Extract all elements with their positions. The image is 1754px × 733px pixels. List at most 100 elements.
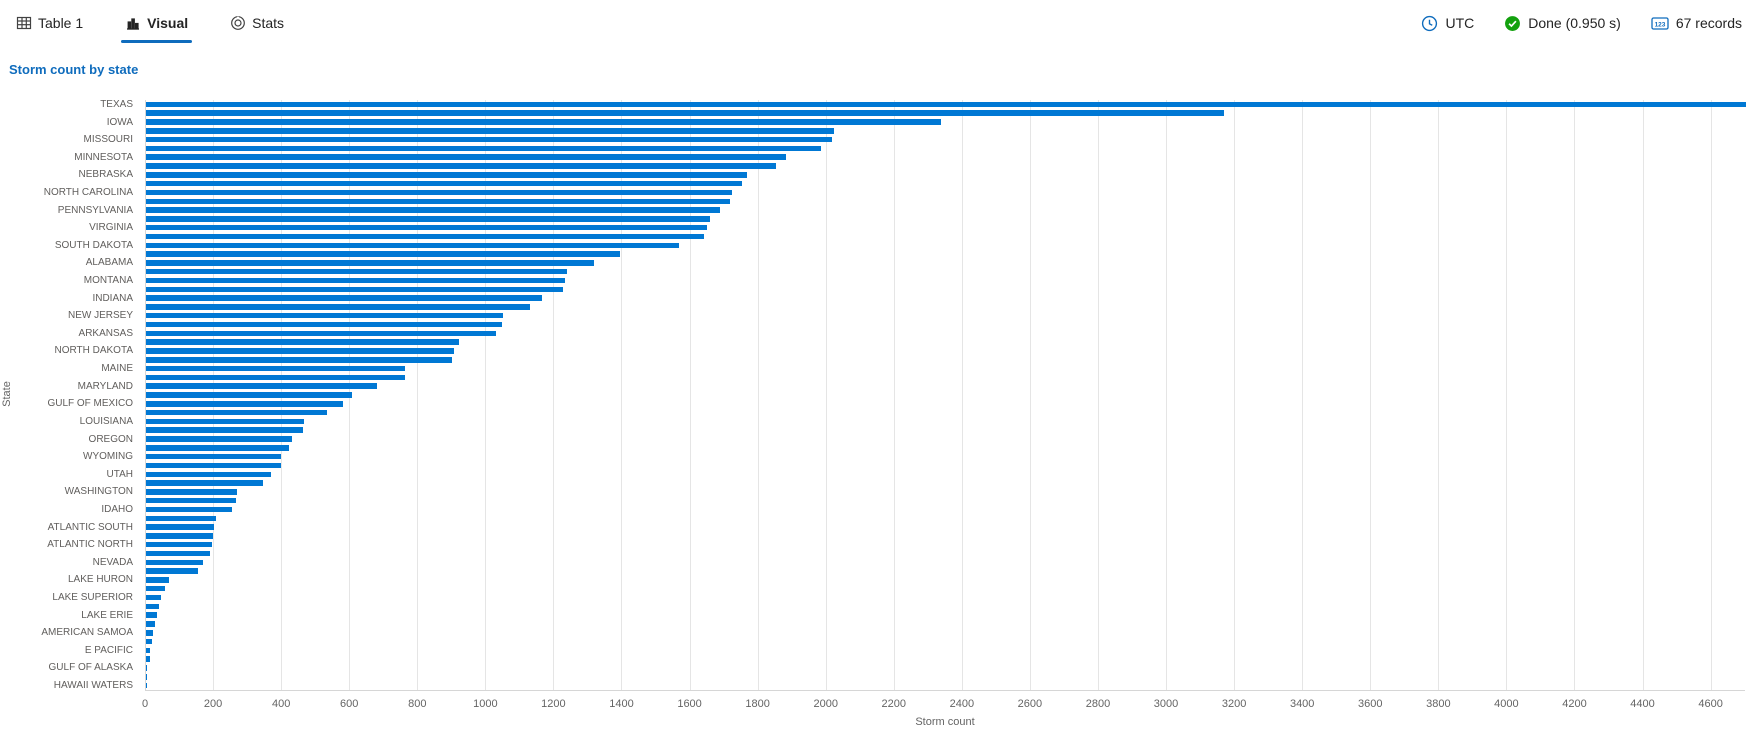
x-axis-ticks: 0 200 400 600 800 1000 1200 1400 1600 1800 2000 220…	[142, 698, 1745, 712]
y-axis-label: MONTANA	[83, 275, 133, 287]
x-tick-label: 3400	[1289, 698, 1315, 710]
gridline	[757, 100, 759, 690]
bar	[146, 321, 502, 328]
bar	[146, 339, 460, 345]
gridline	[1370, 100, 1372, 690]
bar	[146, 585, 166, 592]
bar	[146, 101, 1746, 108]
check-circle-icon	[1504, 15, 1521, 32]
bar	[146, 409, 328, 416]
y-axis-label: ATLANTIC SOUTH	[47, 521, 133, 533]
x-tick-label: 4400	[1630, 698, 1655, 710]
x-tick-label: 2600	[1017, 698, 1043, 710]
bar	[146, 682, 147, 689]
bar	[146, 489, 238, 495]
tab-label: Visual	[147, 15, 189, 31]
bar	[146, 295, 543, 301]
gridline	[1234, 100, 1236, 690]
bar	[146, 630, 153, 636]
bar	[146, 445, 289, 451]
tab-label: Table 1	[38, 15, 84, 31]
bar	[146, 172, 748, 178]
y-axis-label: E PACIFIC	[84, 644, 133, 656]
y-axis-label: LAKE HURON	[67, 574, 133, 586]
results-tabs: Table 1 Visual Stats	[12, 0, 322, 46]
y-axis-label: MARYLAND	[77, 380, 133, 392]
y-axis-label: WASHINGTON	[64, 486, 133, 498]
record-count: 123 67 records	[1651, 15, 1742, 31]
bar	[146, 418, 305, 425]
gridline	[689, 100, 691, 690]
tab-table-1[interactable]: Table 1	[12, 0, 87, 46]
x-tick-label: 3800	[1426, 698, 1451, 710]
chart-title: Storm count by state	[9, 62, 139, 77]
table-icon	[16, 15, 32, 31]
tab-underline	[12, 40, 87, 43]
y-axis-label: VIRGINIA	[89, 222, 133, 234]
bar-chart-icon	[125, 15, 141, 31]
bar	[146, 647, 151, 654]
bar	[146, 348, 455, 354]
tab-underline	[226, 40, 288, 43]
x-tick-label: 1000	[473, 698, 498, 710]
y-axis-label: PENNSYLVANIA	[57, 204, 133, 216]
bar	[146, 453, 282, 460]
y-axis-label: ATLANTIC NORTH	[47, 539, 133, 551]
y-axis-label: HAWAII WATERS	[53, 680, 133, 692]
y-axis-label: NORTH DAKOTA	[54, 345, 133, 357]
bar	[146, 621, 156, 627]
y-axis-label: NORTH CAROLINA	[43, 186, 133, 198]
bar	[146, 471, 271, 477]
bar	[146, 427, 303, 433]
bar	[146, 550, 210, 557]
bar	[146, 110, 1224, 116]
bar	[146, 392, 352, 398]
y-axis-label: NEW JERSEY	[67, 310, 133, 322]
x-tick-label: 4200	[1562, 698, 1587, 710]
tab-visual[interactable]: Visual	[121, 0, 193, 46]
bar	[146, 189, 732, 196]
plot-area	[145, 100, 1746, 691]
y-axis-label: LAKE SUPERIOR	[52, 592, 133, 604]
gridline	[1574, 100, 1576, 690]
timezone-selector[interactable]: UTC	[1421, 15, 1474, 32]
y-axis-label: MAINE	[101, 363, 133, 375]
y-axis-label: SOUTH DAKOTA	[54, 239, 133, 251]
bar	[146, 233, 705, 240]
y-axis-label: GULF OF ALASKA	[48, 662, 133, 674]
bar	[146, 136, 833, 143]
bar	[146, 242, 680, 249]
y-axis-label: GULF OF MEXICO	[47, 398, 133, 410]
bar	[146, 277, 565, 284]
bar	[146, 357, 453, 363]
bar	[146, 577, 170, 583]
bar	[146, 251, 621, 257]
clock-icon	[1421, 15, 1438, 32]
y-axis-label: NEVADA	[92, 556, 133, 568]
bar	[146, 304, 530, 310]
bar	[146, 401, 344, 407]
bar	[146, 163, 776, 169]
gridline	[1166, 100, 1168, 690]
records-123-icon: 123	[1651, 16, 1669, 31]
x-tick-label: 600	[340, 698, 359, 710]
bar	[146, 436, 292, 442]
y-axis-label: LAKE ERIE	[81, 609, 133, 621]
tab-stats[interactable]: Stats	[226, 0, 288, 46]
active-tab-underline	[121, 40, 193, 43]
bar	[146, 260, 594, 266]
bar	[146, 506, 232, 513]
bar	[146, 330, 496, 337]
done-label: Done (0.950 s)	[1528, 15, 1621, 31]
bar	[146, 533, 214, 539]
results-toolbar: Table 1 Visual Stats	[0, 0, 1754, 46]
bar	[146, 665, 148, 671]
svg-text:123: 123	[1654, 21, 1665, 28]
x-axis-line	[145, 690, 1745, 691]
bar	[146, 497, 236, 504]
x-tick-label: 3000	[1153, 698, 1179, 710]
tab-label: Stats	[252, 15, 285, 31]
bar	[146, 216, 710, 222]
bar	[146, 268, 568, 275]
y-axis-label: ARKANSAS	[78, 327, 133, 339]
